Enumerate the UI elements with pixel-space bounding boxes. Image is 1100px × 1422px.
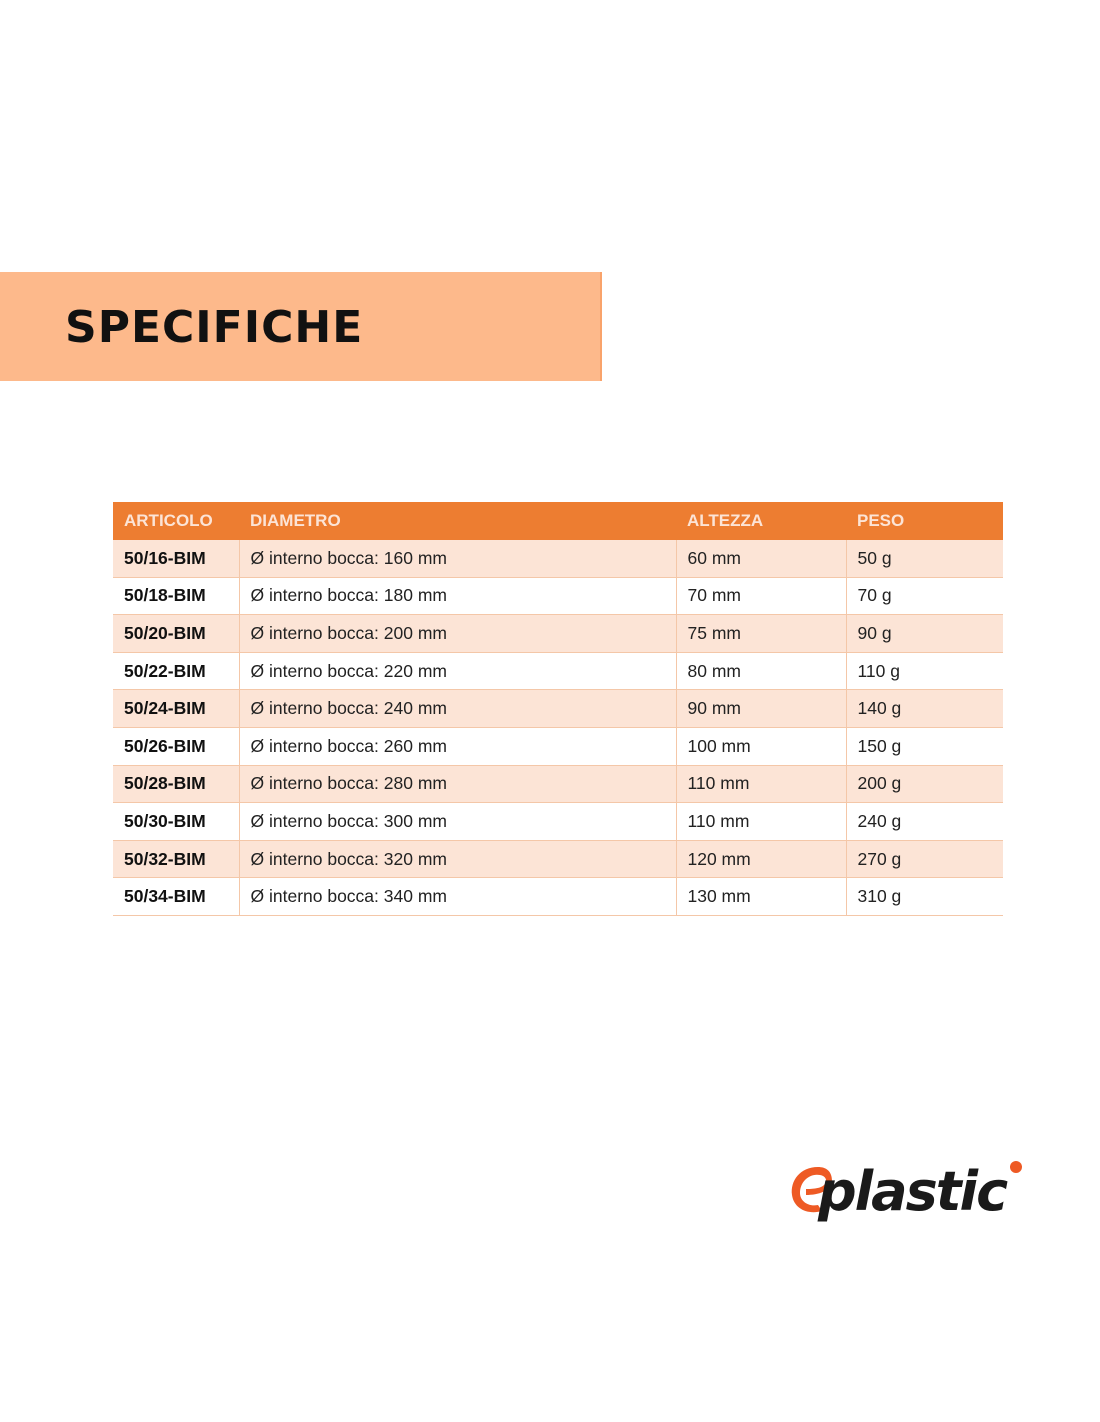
cell-articolo: 50/32-BIM	[113, 840, 239, 879]
cell-altezza: 130 mm	[675, 877, 846, 916]
cell-diametro: Ø interno bocca: 180 mm	[238, 577, 676, 616]
cell-altezza: 110 mm	[675, 802, 846, 841]
column-header: ALTEZZA	[676, 502, 846, 540]
cell-peso: 150 g	[845, 727, 1003, 766]
table-row: 50/34-BIM Ø interno bocca: 340 mm 130 mm 31…	[113, 877, 1003, 916]
cell-diametro: Ø interno bocca: 300 mm	[238, 802, 676, 841]
cell-articolo: 50/28-BIM	[113, 765, 239, 804]
cell-diametro: Ø interno bocca: 260 mm	[238, 727, 676, 766]
cell-peso: 270 g	[845, 840, 1003, 879]
svg-text:plastic: plastic	[817, 1160, 1008, 1223]
cell-peso: 240 g	[845, 802, 1003, 841]
cell-peso: 110 g	[845, 652, 1003, 691]
logo-dot	[1010, 1161, 1022, 1173]
cell-peso: 50 g	[845, 540, 1003, 578]
cell-articolo: 50/24-BIM	[113, 689, 239, 728]
cell-articolo: 50/20-BIM	[113, 614, 239, 653]
cell-altezza: 70 mm	[675, 577, 846, 616]
cell-altezza: 100 mm	[675, 727, 846, 766]
cell-articolo: 50/18-BIM	[113, 577, 239, 616]
table-row: 50/32-BIM Ø interno bocca: 320 mm 120 mm 27…	[113, 840, 1003, 879]
column-header: PESO	[846, 502, 1003, 540]
cell-diametro: Ø interno bocca: 280 mm	[238, 765, 676, 804]
table-row: 50/28-BIM Ø interno bocca: 280 mm 110 mm 20…	[113, 765, 1003, 804]
cell-diametro: Ø interno bocca: 240 mm	[238, 689, 676, 728]
cell-diametro: Ø interno bocca: 340 mm	[238, 877, 676, 916]
cell-diametro: Ø interno bocca: 220 mm	[238, 652, 676, 691]
cell-articolo: 50/22-BIM	[113, 652, 239, 691]
cell-peso: 140 g	[845, 689, 1003, 728]
cell-altezza: 75 mm	[675, 614, 846, 653]
table-header-row: ARTICOLO DIAMETRO ALTEZZA PESO	[113, 502, 1003, 540]
logo-e-swoosh	[791, 1167, 832, 1213]
cell-diametro: Ø interno bocca: 200 mm	[238, 614, 676, 653]
cell-peso: 200 g	[845, 765, 1003, 804]
eplastic-logo: plastic	[791, 1160, 1022, 1223]
column-header: DIAMETRO	[239, 502, 676, 540]
table-row: 50/22-BIM Ø interno bocca: 220 mm 80 mm 110…	[113, 652, 1003, 691]
table-row: 50/30-BIM Ø interno bocca: 300 mm 110 mm 24…	[113, 802, 1003, 841]
cell-articolo: 50/30-BIM	[113, 802, 239, 841]
cell-diametro: Ø interno bocca: 160 mm	[238, 540, 676, 578]
cell-altezza: 110 mm	[675, 765, 846, 804]
table-row: 50/16-BIM Ø interno bocca: 160 mm 60 mm 50 …	[113, 540, 1003, 578]
cell-altezza: 80 mm	[675, 652, 846, 691]
cell-diametro: Ø interno bocca: 320 mm	[238, 840, 676, 879]
cell-peso: 310 g	[845, 877, 1003, 916]
table-row: 50/26-BIM Ø interno bocca: 260 mm 100 mm 15…	[113, 727, 1003, 766]
column-header: ARTICOLO	[113, 502, 239, 540]
cell-peso: 70 g	[845, 577, 1003, 616]
specs-table: ARTICOLO DIAMETRO ALTEZZA PESO 50/16-BIM…	[113, 502, 1003, 916]
cell-articolo: 50/16-BIM	[113, 540, 239, 578]
title-band: SPECIFICHE	[0, 272, 602, 381]
cell-altezza: 120 mm	[675, 840, 846, 879]
cell-altezza: 90 mm	[675, 689, 846, 728]
cell-altezza: 60 mm	[675, 540, 846, 578]
table-row: 50/20-BIM Ø interno bocca: 200 mm 75 mm 90 …	[113, 614, 1003, 653]
cell-articolo: 50/26-BIM	[113, 727, 239, 766]
table-row: 50/24-BIM Ø interno bocca: 240 mm 90 mm 140…	[113, 689, 1003, 728]
page-title: SPECIFICHE	[65, 302, 364, 353]
cell-articolo: 50/34-BIM	[113, 877, 239, 916]
cell-peso: 90 g	[845, 614, 1003, 653]
table-row: 50/18-BIM Ø interno bocca: 180 mm 70 mm 70 …	[113, 577, 1003, 616]
